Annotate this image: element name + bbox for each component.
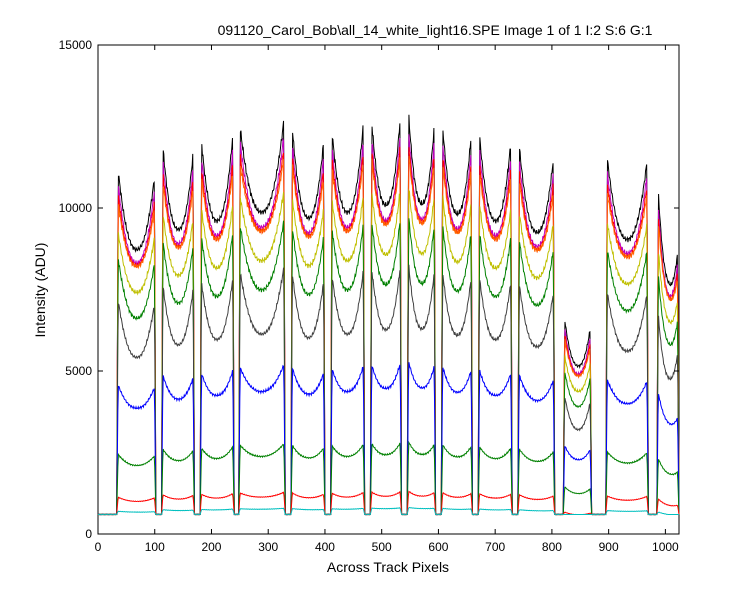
x-tick-label: 200 <box>201 540 221 554</box>
x-tick-label: 600 <box>428 540 448 554</box>
y-tick-label: 0 <box>85 527 92 541</box>
y-tick-label: 10000 <box>59 201 93 215</box>
y-axis-label: Intensity (ADU) <box>32 243 48 338</box>
x-axis-label: Across Track Pixels <box>327 559 449 575</box>
y-tick-label: 15000 <box>59 38 93 52</box>
x-axis: 0 100 200 300 400 500 600 700 800 900 1000 <box>95 45 679 554</box>
x-tick-label: 300 <box>258 540 278 554</box>
chart-title: 091120_Carol_Bob\all_14_white_light16.SP… <box>218 22 653 38</box>
y-tick-label: 5000 <box>65 364 92 378</box>
x-tick-label: 100 <box>145 540 165 554</box>
x-tick-label: 400 <box>315 540 335 554</box>
x-tick-label: 0 <box>95 540 102 554</box>
series-line <box>97 506 679 516</box>
x-tick-label: 900 <box>599 540 619 554</box>
x-tick-label: 1000 <box>652 540 679 554</box>
series-layer <box>97 114 680 516</box>
plot-area <box>97 44 680 535</box>
x-tick-label: 800 <box>542 540 562 554</box>
y-axis: 0 5000 10000 15000 <box>59 38 679 541</box>
x-tick-label: 500 <box>372 540 392 554</box>
x-tick-label: 700 <box>485 540 505 554</box>
